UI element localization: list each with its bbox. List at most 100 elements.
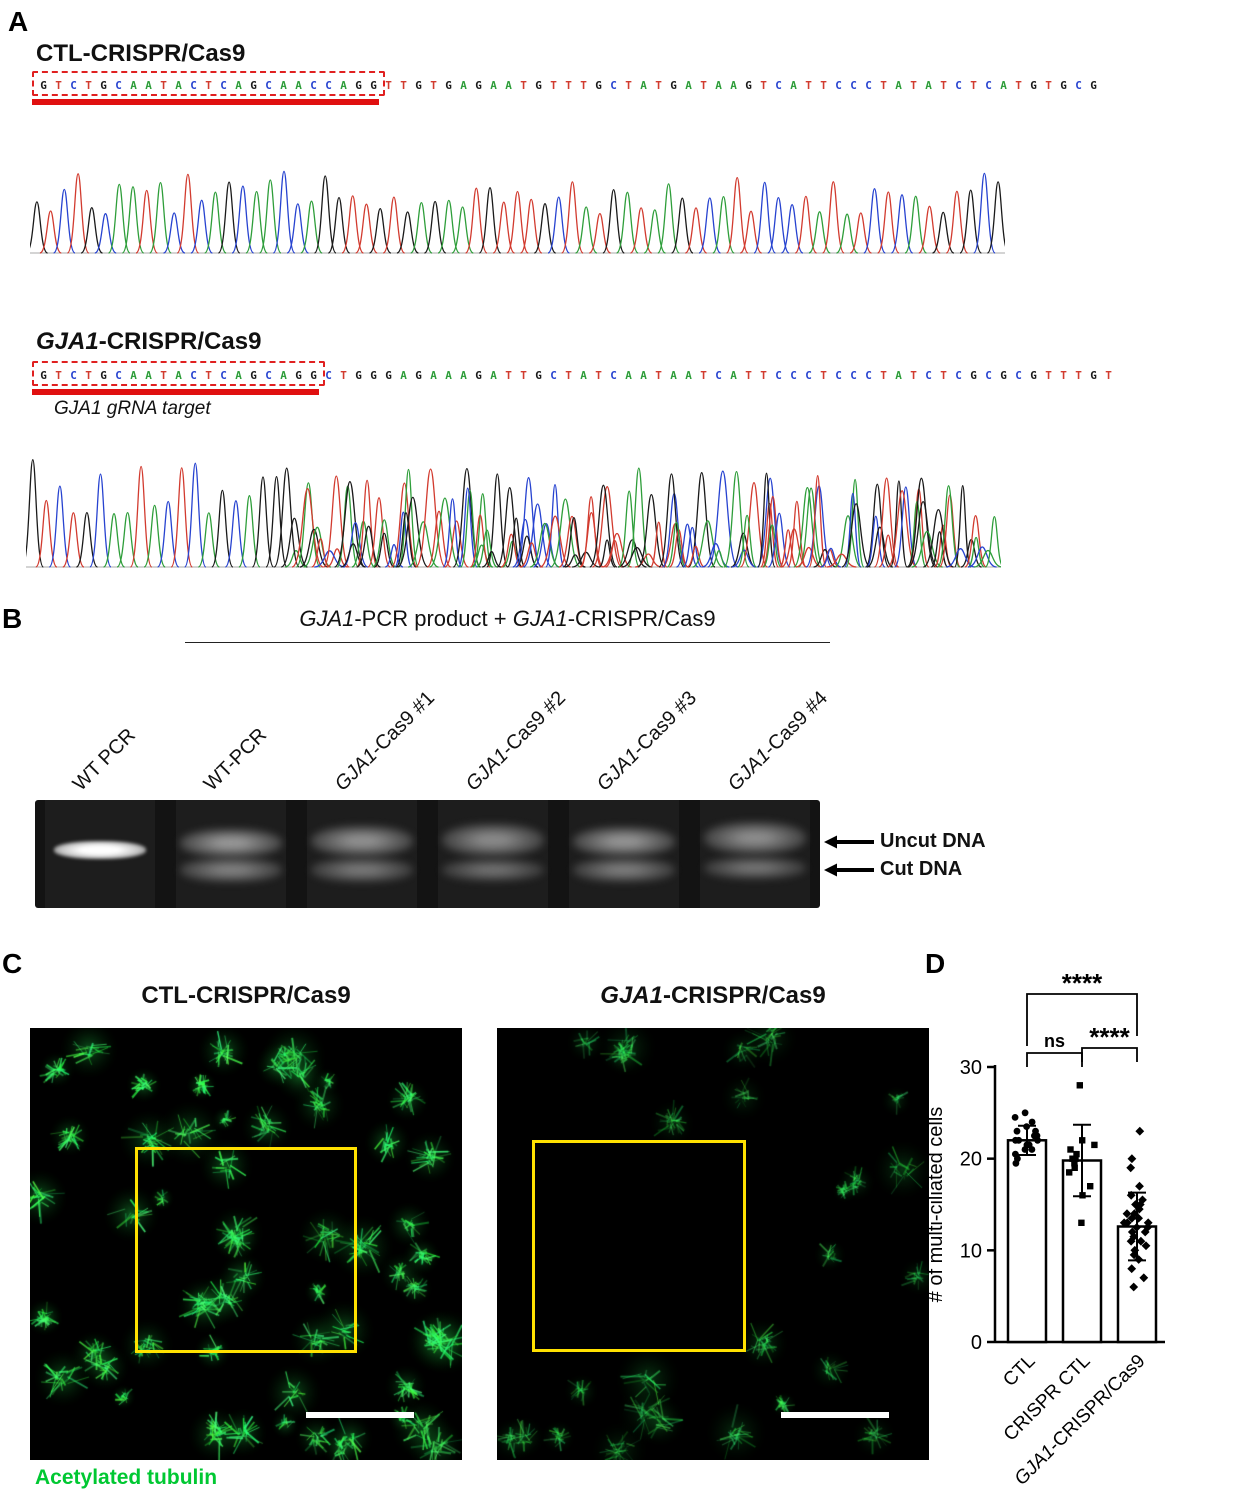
base-letter: C xyxy=(985,369,992,382)
base-letter: C xyxy=(850,79,857,92)
base-letter: C xyxy=(70,79,77,92)
data-point xyxy=(1028,1146,1036,1153)
cut-dna-label: Cut DNA xyxy=(880,858,963,880)
base-letter: C xyxy=(925,369,932,382)
gel-band xyxy=(180,829,282,858)
base-letter: A xyxy=(640,369,647,382)
base-letter: C xyxy=(220,369,227,382)
scale-bar xyxy=(306,1412,414,1418)
gel-band xyxy=(54,841,146,860)
data-point xyxy=(1134,1213,1143,1223)
gel-band xyxy=(704,857,806,879)
base-letter: T xyxy=(700,369,707,382)
significance-label: **** xyxy=(1062,968,1103,998)
base-letter: T xyxy=(655,369,662,382)
base-letter: T xyxy=(1105,369,1112,382)
data-point xyxy=(1135,1126,1145,1136)
base-letter: G xyxy=(250,79,257,92)
base-letter: T xyxy=(745,369,752,382)
stain-label: Acetylated tubulin xyxy=(35,1466,218,1489)
data-point xyxy=(1135,1181,1144,1191)
lane-label: WT-PCR xyxy=(199,723,272,796)
lane-label: GJA1-Cas9 #1 xyxy=(330,686,440,796)
data-point xyxy=(1071,1160,1078,1167)
base-letter: G xyxy=(1030,369,1037,382)
base-letter: A xyxy=(280,79,287,92)
y-tick-label: 0 xyxy=(971,1332,982,1354)
gel-image xyxy=(35,800,820,908)
base-letter: C xyxy=(835,369,842,382)
base-letter: G xyxy=(385,369,392,382)
base-letter: C xyxy=(955,79,962,92)
base-letter: T xyxy=(970,79,977,92)
x-tick-label-0: CTL xyxy=(999,1351,1039,1391)
data-point xyxy=(1141,1241,1151,1251)
data-point xyxy=(1091,1141,1098,1149)
base-letter: C xyxy=(610,369,617,382)
base-letter: A xyxy=(580,369,587,382)
base-letter: T xyxy=(1045,369,1052,382)
base-letter: T xyxy=(85,369,92,382)
base-letter: T xyxy=(655,79,662,92)
base-letter: C xyxy=(190,369,197,382)
base-letter: T xyxy=(160,79,167,92)
base-letter: T xyxy=(205,79,212,92)
roi-box xyxy=(135,1147,357,1353)
base-letter: A xyxy=(640,79,647,92)
base-letter: C xyxy=(190,79,197,92)
base-letter: A xyxy=(625,369,632,382)
ctl-image-title: CTL-CRISPR/Cas9 xyxy=(141,982,351,1009)
fluorescence-canvas-gja1 xyxy=(497,1028,929,1460)
base-letter: G xyxy=(1030,79,1037,92)
base-letter: G xyxy=(295,369,302,382)
base-letter: A xyxy=(490,369,497,382)
base-letter: A xyxy=(340,79,347,92)
data-point xyxy=(1076,1082,1083,1089)
base-letter: C xyxy=(70,369,77,382)
data-point xyxy=(1021,1109,1029,1117)
gja1-grna-target-underline xyxy=(32,389,319,395)
ctl-sequence-title: CTL-CRISPR/Cas9 xyxy=(36,40,246,67)
cut-dna-annotation: Cut DNA xyxy=(824,858,962,881)
uncut-dna-annotation: Uncut DNA xyxy=(824,830,986,853)
base-letter: A xyxy=(145,369,152,382)
base-letter: T xyxy=(1015,79,1022,92)
base-letter: G xyxy=(100,79,107,92)
base-letter: A xyxy=(175,369,182,382)
base-letter: C xyxy=(775,369,782,382)
data-point xyxy=(1079,1192,1086,1199)
data-point xyxy=(1021,1146,1029,1153)
panel-c-label: C xyxy=(2,948,23,979)
significance-label: **** xyxy=(1089,1022,1130,1052)
base-letter: T xyxy=(880,369,887,382)
base-letter: A xyxy=(505,79,512,92)
gel-band xyxy=(311,858,413,883)
data-point xyxy=(1015,1136,1023,1144)
gja1-sequence-title: GJA1-CRISPR/Cas9 xyxy=(36,328,262,355)
gja1-image-title: GJA1-CRISPR/Cas9 xyxy=(600,982,826,1009)
base-letter: G xyxy=(40,369,47,382)
y-axis-title: # of multi-ciliated cells xyxy=(925,1107,947,1303)
bar-0 xyxy=(1006,1139,1048,1344)
gel-title: GJA1-PCR product + GJA1-CRISPR/Cas9 xyxy=(185,606,830,643)
lane-label: GJA1-Cas9 #3 xyxy=(592,686,702,796)
base-letter: A xyxy=(175,79,182,92)
base-letter: C xyxy=(805,369,812,382)
left-arrow-icon xyxy=(824,863,874,876)
base-letter: G xyxy=(415,369,422,382)
base-letter: T xyxy=(505,369,512,382)
gel-band xyxy=(442,823,544,857)
base-letter: G xyxy=(1000,369,1007,382)
base-letter: G xyxy=(670,79,677,92)
panel-d-label: D xyxy=(925,948,946,979)
base-letter: T xyxy=(700,79,707,92)
y-tick-label: 10 xyxy=(960,1240,982,1262)
base-letter: T xyxy=(940,369,947,382)
base-letter: T xyxy=(160,369,167,382)
base-letter: G xyxy=(475,369,482,382)
base-letter: A xyxy=(130,79,137,92)
base-letter: G xyxy=(745,79,752,92)
